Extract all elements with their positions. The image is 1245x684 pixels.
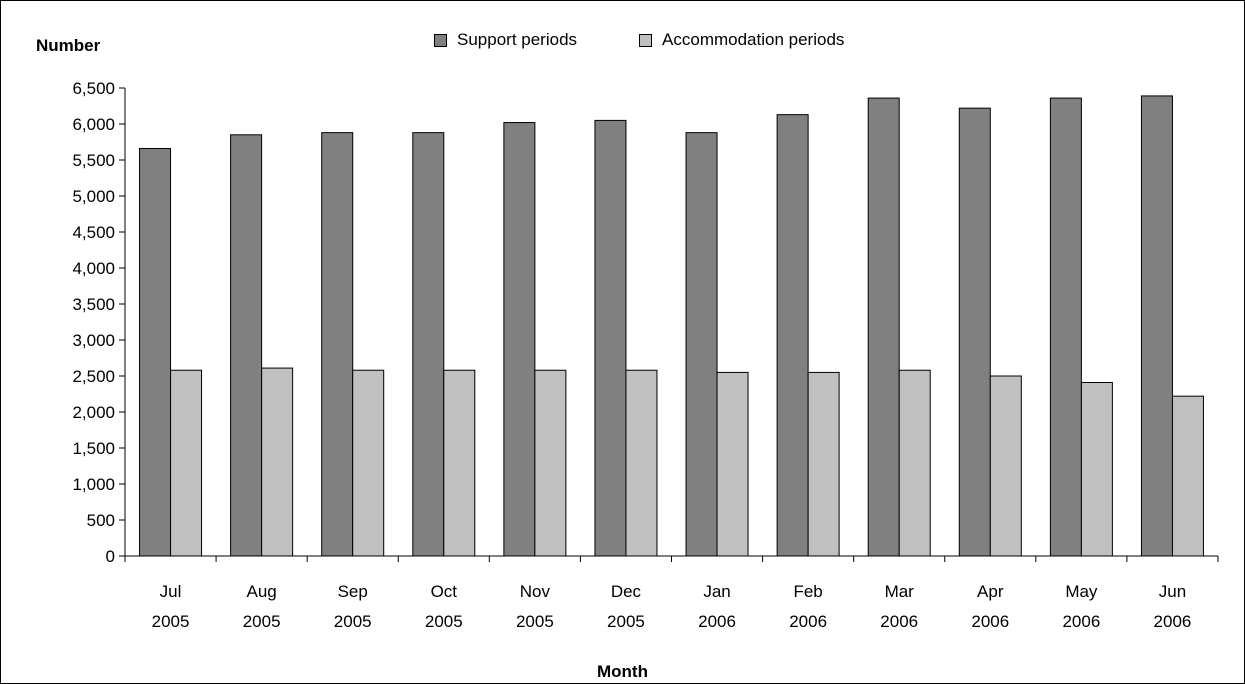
y-tick-label: 0 xyxy=(106,547,115,566)
bar-support-periods xyxy=(412,132,445,557)
legend-item-accommodation: Accommodation periods xyxy=(639,30,844,50)
bar-support-periods xyxy=(1140,95,1173,557)
x-tick-label-year: 2005 xyxy=(425,612,463,631)
bar-support-periods xyxy=(958,107,991,557)
bar-support-periods xyxy=(776,114,809,557)
x-tick-label-month: Nov xyxy=(520,582,551,601)
x-tick-label-month: Jul xyxy=(160,582,182,601)
y-axis-title: Number xyxy=(36,36,101,55)
bar-support-periods xyxy=(867,97,900,557)
legend-label-support: Support periods xyxy=(457,30,578,49)
legend-label-accommodation: Accommodation periods xyxy=(662,30,845,49)
x-tick-label-month: Feb xyxy=(793,582,822,601)
legend-swatch-support xyxy=(434,33,447,47)
bar-accommodation-periods xyxy=(989,375,1022,557)
bar-support-periods xyxy=(503,122,536,557)
x-tick-label-year: 2005 xyxy=(607,612,645,631)
x-tick-label-year: 2006 xyxy=(789,612,827,631)
x-tick-label-month: Apr xyxy=(977,582,1004,601)
x-tick-label-year: 2005 xyxy=(243,612,281,631)
bar-support-periods xyxy=(1049,97,1082,557)
legend-item-support: Support periods xyxy=(434,30,577,50)
x-tick-label-month: Dec xyxy=(611,582,642,601)
y-tick-label: 2,500 xyxy=(72,367,115,386)
y-tick-label: 4,500 xyxy=(72,223,115,242)
x-tick-label-month: Oct xyxy=(431,582,458,601)
x-tick-label-year: 2005 xyxy=(516,612,554,631)
bar-support-periods xyxy=(594,119,627,557)
bar-accommodation-periods xyxy=(898,369,931,557)
y-tick-label: 6,000 xyxy=(72,115,115,134)
y-tick-label: 5,500 xyxy=(72,151,115,170)
x-tick-label-year: 2006 xyxy=(1154,612,1192,631)
bar-accommodation-periods xyxy=(716,371,749,557)
bar-accommodation-periods xyxy=(170,369,203,557)
y-tick-label: 1,500 xyxy=(72,439,115,458)
bar-accommodation-periods xyxy=(807,371,840,557)
y-tick-label: 5,000 xyxy=(72,187,115,206)
legend: Support periods Accommodation periods xyxy=(434,30,906,50)
x-tick-label-month: Jan xyxy=(703,582,730,601)
bar-accommodation-periods xyxy=(534,369,567,557)
x-tick-label-month: May xyxy=(1065,582,1098,601)
bar-support-periods xyxy=(321,132,354,557)
x-tick-label-year: 2006 xyxy=(698,612,736,631)
bar-support-periods xyxy=(230,134,263,557)
y-tick-label: 2,000 xyxy=(72,403,115,422)
x-tick-label-year: 2006 xyxy=(880,612,918,631)
bar-accommodation-periods xyxy=(1080,381,1113,557)
x-tick-label-year: 2005 xyxy=(334,612,372,631)
y-tick-label: 3,000 xyxy=(72,331,115,350)
bar-support-periods xyxy=(685,132,718,557)
x-tick-label-year: 2005 xyxy=(152,612,190,631)
x-tick-label-month: Sep xyxy=(338,582,368,601)
bar-accommodation-periods xyxy=(352,369,385,557)
y-tick-label: 3,500 xyxy=(72,295,115,314)
bar-accommodation-periods xyxy=(1171,395,1204,557)
y-tick-label: 6,500 xyxy=(72,79,115,98)
bar-accommodation-periods xyxy=(625,369,658,557)
x-tick-label-year: 2006 xyxy=(1062,612,1100,631)
x-tick-label-month: Jun xyxy=(1159,582,1186,601)
bar-accommodation-periods xyxy=(261,367,294,557)
bar-support-periods xyxy=(139,147,172,557)
x-tick-label-month: Aug xyxy=(247,582,277,601)
bar-accommodation-periods xyxy=(443,369,476,557)
legend-swatch-accommodation xyxy=(639,33,653,47)
x-axis-title: Month xyxy=(597,662,648,681)
y-tick-label: 500 xyxy=(87,511,115,530)
x-tick-label-year: 2006 xyxy=(971,612,1009,631)
y-tick-label: 1,000 xyxy=(72,475,115,494)
y-tick-label: 4,000 xyxy=(72,259,115,278)
x-tick-label-month: Mar xyxy=(885,582,915,601)
